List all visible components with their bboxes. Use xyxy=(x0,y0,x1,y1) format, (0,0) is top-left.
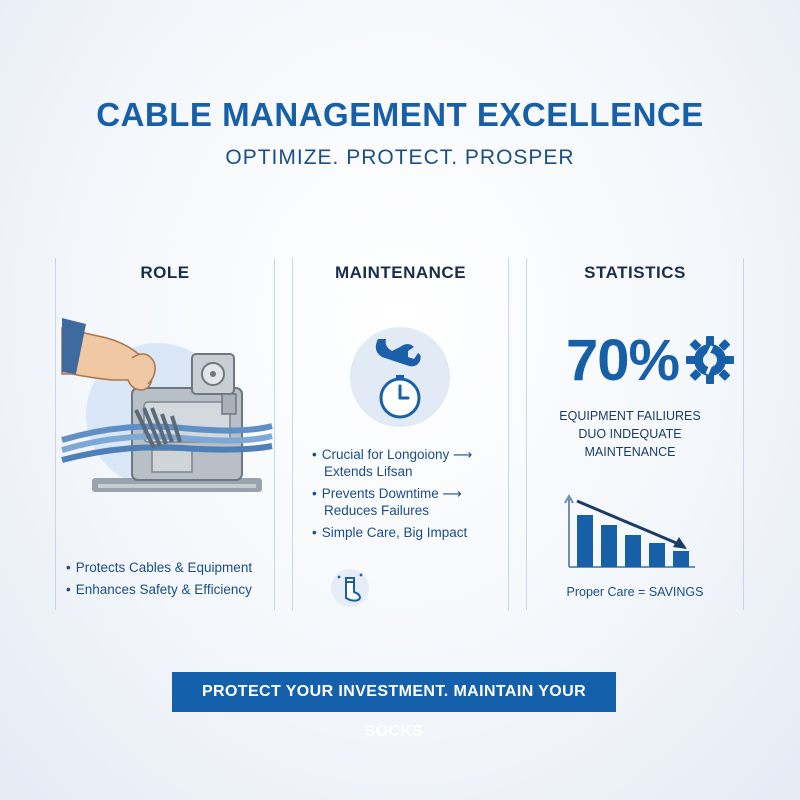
hand-tying-cables-on-machine-icon xyxy=(61,318,273,492)
divider-4 xyxy=(526,258,527,610)
list-item: • Enhances Safety & Efficiency xyxy=(66,582,252,597)
declining-bar-chart-icon xyxy=(564,493,695,568)
divider-3 xyxy=(508,258,509,610)
list-item: • Simple Care, Big Impact xyxy=(312,525,468,540)
broken-gear-icon xyxy=(686,336,734,384)
divider-1 xyxy=(274,258,275,610)
list-item: • Crucial for Longoiony ⟶ Extends Lifsan xyxy=(312,447,473,479)
list-item: • Protects Cables & Equipment xyxy=(66,560,253,575)
role-bullets: • Protects Cables & Equipment • Enhances S… xyxy=(66,559,252,603)
maintenance-heading: MAINTENANCE xyxy=(334,263,467,282)
statistics-heading: STATISTICS xyxy=(584,263,686,282)
stat-value: 70% xyxy=(566,328,680,393)
divider-2 xyxy=(292,258,293,610)
divider-right xyxy=(743,258,744,610)
divider-left xyxy=(55,258,56,610)
sock-icon xyxy=(331,569,369,607)
page-subtitle: OPTIMIZE. PROTECT. PROSPER xyxy=(225,146,575,169)
role-heading: ROLE xyxy=(140,263,190,282)
page-title: CABLE MANAGEMENT EXCELLENCE xyxy=(96,96,704,133)
savings-label: Proper Care = SAVINGS xyxy=(566,585,704,599)
clock-icon xyxy=(379,375,421,419)
list-item: • Prevents Downtime ⟶ Reduces Failures xyxy=(312,486,462,518)
cta-banner: PROTECT YOUR INVESTMENT. MAINTAIN YOUR S… xyxy=(172,672,616,740)
maintenance-bullets: • Crucial for Longoiony ⟶ Extends Lifsan •… xyxy=(312,446,472,546)
stat-caption: EQUIPMENT FAILIURES DUO INDEQUATE MAINTE… xyxy=(559,409,701,459)
